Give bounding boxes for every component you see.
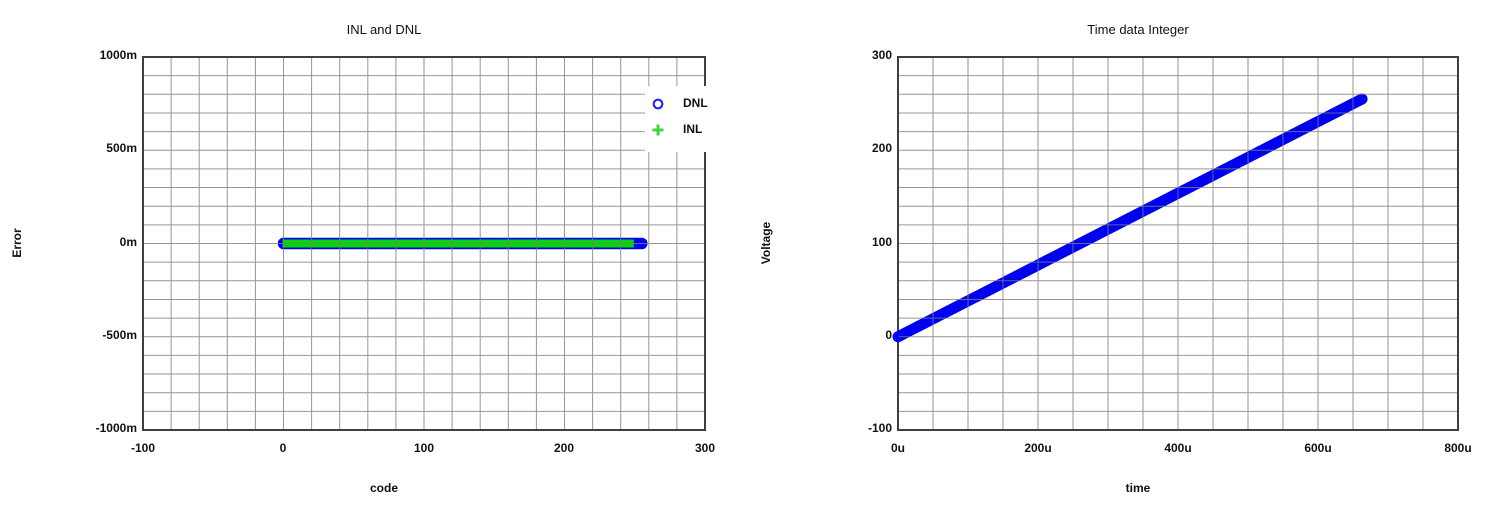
legend-label-dnl: DNL <box>683 96 708 110</box>
left-x-tick-0: 0 <box>279 441 287 455</box>
plot-frame <box>897 56 1459 431</box>
right-y-tick-200: 200 <box>871 141 892 155</box>
right-y-tick-0: 0 <box>885 328 892 342</box>
left-y-tick-1000m: 1000m <box>99 48 137 62</box>
legend-label-inl: INL <box>683 122 703 136</box>
ramp-series <box>892 93 1368 343</box>
grid-lines <box>899 58 1457 429</box>
left-y-tick-n1000m: -1000m <box>95 421 137 435</box>
right-y-tick-n100: -100 <box>867 421 892 435</box>
left-x-tick-n100: -100 <box>130 441 156 455</box>
right-y-axis-label: Voltage <box>759 221 773 265</box>
left-x-tick-200: 200 <box>553 441 575 455</box>
right-y-tick-300: 300 <box>871 48 892 62</box>
right-x-axis-label: time <box>1125 481 1151 495</box>
plot-frame <box>142 56 706 431</box>
right-y-tick-100: 100 <box>871 235 892 249</box>
left-y-tick-0m: 0m <box>119 235 137 249</box>
grid-lines <box>144 58 704 429</box>
dnl-legend-circle-icon <box>652 98 664 110</box>
inl-legend-plus-icon <box>652 124 664 136</box>
right-chart-title: Time data Integer <box>1087 22 1189 37</box>
left-y-tick-n500m: -500m <box>102 328 137 342</box>
right-x-tick-200u: 200u <box>1024 441 1052 455</box>
right-x-tick-0u: 0u <box>890 441 905 455</box>
left-y-axis-label: Error <box>10 228 24 258</box>
left-x-axis-label: code <box>369 481 399 495</box>
right-x-tick-400u: 400u <box>1164 441 1192 455</box>
left-chart-title: INL and DNL <box>346 22 422 37</box>
legend-box <box>645 86 742 152</box>
right-x-tick-600u: 600u <box>1304 441 1332 455</box>
left-y-tick-500m: 500m <box>106 141 137 155</box>
left-x-tick-100: 100 <box>413 441 435 455</box>
right-x-tick-800u: 800u <box>1444 441 1472 455</box>
left-x-tick-300: 300 <box>694 441 716 455</box>
